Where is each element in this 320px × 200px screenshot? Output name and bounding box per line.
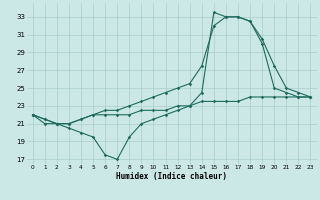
X-axis label: Humidex (Indice chaleur): Humidex (Indice chaleur): [116, 172, 227, 181]
